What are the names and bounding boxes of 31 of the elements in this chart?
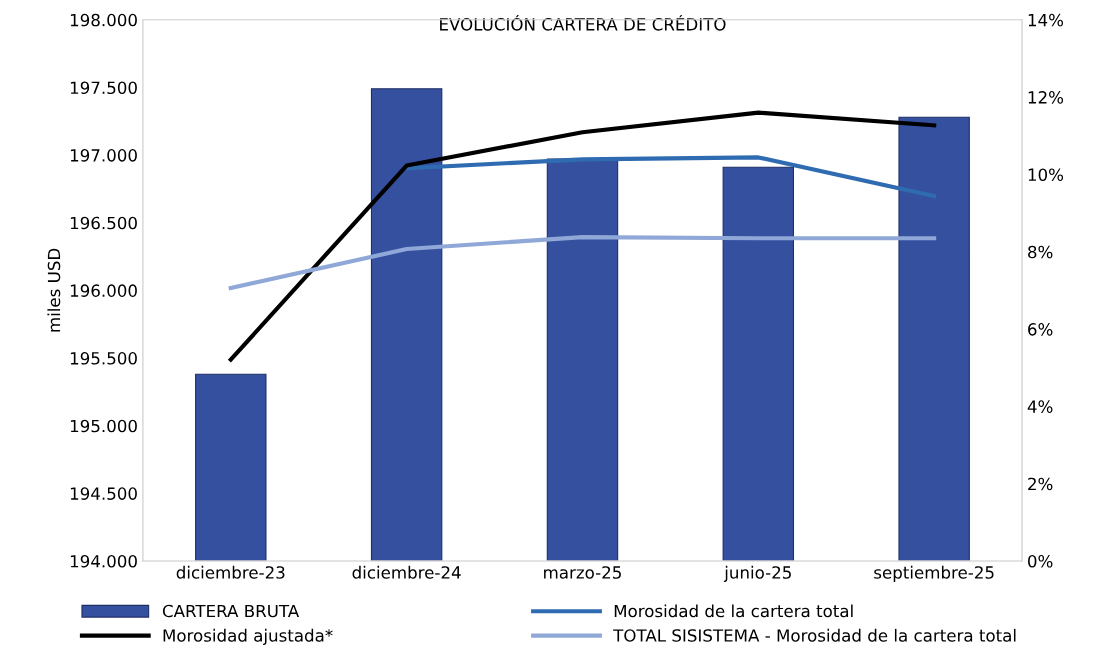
line-series [404, 155, 937, 199]
y2-tick-label: 4% [1027, 400, 1053, 413]
x-tick-label: septiembre-25 [874, 565, 994, 582]
y-tick-label: 197.000 [70, 149, 137, 162]
legend-label: CARTERA BRUTA [162, 604, 300, 618]
x-tick-label: junio-25 [723, 565, 791, 582]
legend-label: Morosidad ajustada* [163, 628, 333, 645]
y2-tick-label: 2% [1028, 477, 1053, 491]
y-tick-label: 198.000 [70, 13, 137, 27]
y-tick-label: 195.000 [70, 419, 137, 433]
line-series [228, 110, 937, 362]
y-axis-title: miles USD [47, 248, 61, 332]
chart-title: EVOLUCIÓN CARTERA DE CRÉDITO [440, 14, 726, 31]
y2-tick-label: 14% [1028, 13, 1064, 27]
x-tick-label: diciembre-24 [352, 565, 461, 579]
y-tick-label: 194.500 [70, 487, 137, 500]
y2-tick-label: 6% [1028, 323, 1053, 336]
y-tick-label: 196.500 [70, 216, 137, 230]
y2-tick-label: 8% [1028, 245, 1053, 259]
legend-label: Morosidad de la cartera total [614, 604, 853, 618]
legend-label: TOTAL SISISTEMA - Morosidad de la cartera total [613, 628, 1016, 642]
y2-tick-label: 10% [1028, 168, 1064, 181]
y2-tick-label: 0% [1028, 554, 1053, 568]
y-tick-label: 197.500 [70, 81, 137, 95]
y-tick-label: 194.000 [70, 554, 137, 568]
line-series [228, 234, 937, 291]
y-tick-label: 196.000 [70, 284, 137, 297]
y-tick-label: 195.500 [70, 352, 137, 365]
y2-tick-label: 12% [1028, 91, 1064, 104]
x-tick-label: diciembre-23 [176, 565, 285, 579]
x-tick-label: marzo-25 [544, 566, 621, 579]
